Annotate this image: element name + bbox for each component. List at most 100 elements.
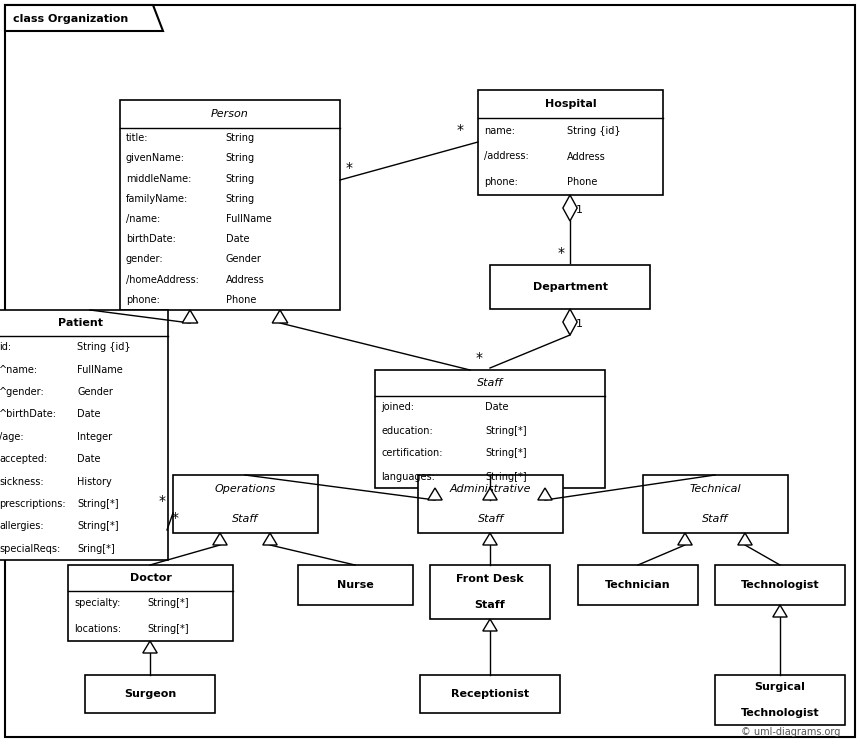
Text: gender:: gender: [126, 255, 163, 264]
Text: name:: name: [484, 125, 515, 136]
Text: phone:: phone: [126, 295, 160, 305]
Text: String[*]: String[*] [485, 426, 527, 436]
Text: Hospital: Hospital [544, 99, 596, 109]
Text: String: String [225, 193, 255, 204]
Text: prescriptions:: prescriptions: [0, 499, 65, 509]
Text: languages:: languages: [381, 471, 435, 482]
Text: Gender: Gender [77, 387, 113, 397]
Bar [418, 475, 563, 533]
Bar [85, 675, 215, 713]
Text: Receptionist: Receptionist [451, 689, 529, 699]
Text: middleName:: middleName: [126, 173, 192, 184]
Bar [420, 675, 560, 713]
Text: Date: Date [485, 403, 509, 412]
Text: Sring[*]: Sring[*] [77, 544, 114, 554]
Text: specialReqs:: specialReqs: [0, 544, 60, 554]
Text: familyName:: familyName: [126, 193, 188, 204]
Text: Phone: Phone [567, 177, 597, 187]
Text: String[*]: String[*] [485, 448, 527, 459]
Text: *: * [159, 494, 166, 508]
Text: Phone: Phone [225, 295, 256, 305]
Text: phone:: phone: [484, 177, 518, 187]
Polygon shape [427, 488, 442, 500]
Bar [68, 565, 233, 641]
Bar [0, 310, 168, 560]
Text: Date: Date [225, 235, 249, 244]
Text: Integer: Integer [77, 432, 112, 441]
Text: History: History [77, 477, 112, 486]
Bar [715, 675, 845, 725]
Text: Nurse: Nurse [337, 580, 374, 590]
Text: 1: 1 [576, 205, 583, 215]
Bar [120, 100, 340, 310]
Polygon shape [738, 533, 752, 545]
Polygon shape [482, 488, 497, 500]
Text: Staff: Staff [232, 513, 259, 524]
Text: Technologist: Technologist [740, 580, 820, 590]
Polygon shape [273, 310, 288, 323]
Polygon shape [263, 533, 277, 545]
Text: Doctor: Doctor [130, 573, 171, 583]
Text: Date: Date [77, 409, 101, 419]
Text: locations:: locations: [74, 624, 121, 633]
Text: Gender: Gender [225, 255, 261, 264]
Polygon shape [562, 195, 577, 221]
Text: Technician: Technician [605, 580, 671, 590]
Text: Technologist: Technologist [740, 707, 820, 718]
Text: String[*]: String[*] [485, 471, 527, 482]
Text: class Organization: class Organization [13, 14, 128, 24]
Text: ^name:: ^name: [0, 365, 38, 374]
Bar [298, 565, 413, 605]
Text: givenName:: givenName: [126, 153, 185, 164]
Text: title:: title: [126, 133, 149, 143]
Text: Date: Date [77, 454, 101, 464]
Polygon shape [5, 5, 163, 31]
Text: Technical: Technical [690, 485, 741, 495]
Text: /homeAddress:: /homeAddress: [126, 275, 199, 285]
Bar [715, 565, 845, 605]
Text: *: * [457, 123, 464, 137]
Polygon shape [538, 488, 552, 500]
Text: Staff: Staff [477, 378, 503, 388]
Text: joined:: joined: [381, 403, 414, 412]
Text: Administrative: Administrative [450, 485, 531, 495]
Text: Staff: Staff [703, 513, 728, 524]
Text: certification:: certification: [381, 448, 443, 459]
Polygon shape [773, 605, 787, 617]
Polygon shape [562, 309, 577, 335]
Bar [478, 90, 663, 195]
Text: Operations: Operations [215, 485, 276, 495]
Text: Surgical: Surgical [754, 683, 806, 692]
Text: Person: Person [211, 109, 249, 119]
Text: String[*]: String[*] [147, 598, 189, 609]
Text: Patient: Patient [58, 318, 103, 328]
Polygon shape [482, 533, 497, 545]
Text: Surgeon: Surgeon [124, 689, 176, 699]
Polygon shape [212, 533, 227, 545]
Text: Address: Address [567, 152, 605, 161]
Text: id:: id: [0, 342, 11, 352]
Text: *: * [476, 351, 483, 365]
Text: String: String [225, 173, 255, 184]
Polygon shape [678, 533, 692, 545]
Text: String {id}: String {id} [77, 342, 131, 352]
Text: /address:: /address: [484, 152, 529, 161]
Text: accepted:: accepted: [0, 454, 47, 464]
Bar [643, 475, 788, 533]
Text: Staff: Staff [475, 601, 506, 610]
Text: String: String [225, 133, 255, 143]
Text: FullName: FullName [77, 365, 123, 374]
Bar [173, 475, 318, 533]
Text: Staff: Staff [477, 513, 504, 524]
Bar [578, 565, 698, 605]
Text: birthDate:: birthDate: [126, 235, 176, 244]
Polygon shape [482, 619, 497, 631]
Text: © uml-diagrams.org: © uml-diagrams.org [740, 727, 840, 737]
Text: String: String [225, 153, 255, 164]
Text: String[*]: String[*] [77, 521, 119, 531]
Text: /name:: /name: [126, 214, 160, 224]
Text: *: * [346, 161, 353, 175]
Text: Department: Department [532, 282, 607, 292]
Text: *: * [558, 246, 565, 260]
Text: *: * [172, 511, 179, 525]
